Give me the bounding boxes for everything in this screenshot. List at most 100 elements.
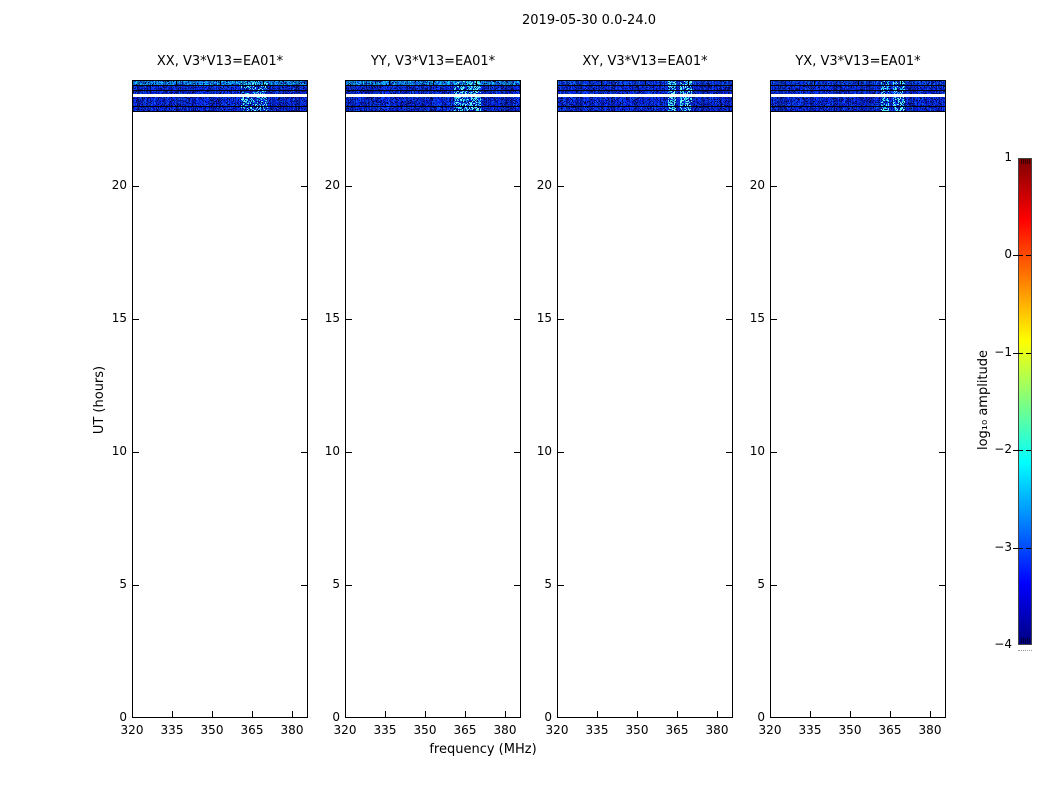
x-tick-mark-bottom <box>292 711 293 717</box>
colorbar-tick-label: −2 <box>994 442 1012 456</box>
y-tick-label: 15 <box>111 311 127 325</box>
x-tick-label: 365 <box>240 723 264 737</box>
spectrogram-data-xy <box>558 81 732 112</box>
x-tick-label: 380 <box>493 723 517 737</box>
x-tick-mark-bottom <box>850 711 851 717</box>
colorbar <box>1018 158 1032 645</box>
y-tick-mark-right <box>514 186 520 187</box>
y-tick-mark-right <box>939 585 945 586</box>
y-tick-mark-left <box>558 452 564 453</box>
x-tick-mark-bottom <box>425 711 426 717</box>
y-tick-label: 10 <box>324 444 340 458</box>
panel-title-yy: YY, V3*V13=EA01* <box>370 54 496 69</box>
colorbar-tick-label: 1 <box>1004 150 1012 164</box>
colorbar-hatch-mark <box>1029 638 1030 643</box>
spectrogram-data-xx <box>133 81 307 112</box>
x-tick-label: 350 <box>200 723 224 737</box>
panel-axes-yx <box>770 80 946 718</box>
x-tick-mark-bottom <box>172 711 173 717</box>
colorbar-hatch-mark <box>1027 159 1028 164</box>
x-tick-label: 335 <box>160 723 184 737</box>
y-tick-label: 20 <box>749 178 765 192</box>
spectrogram-data-yy <box>346 81 520 112</box>
figure-title: 2019-05-30 0.0-24.0 <box>522 13 656 28</box>
colorbar-tick-label: 0 <box>1004 247 1012 261</box>
y-tick-label: 20 <box>536 178 552 192</box>
panel-axes-xy <box>557 80 733 718</box>
x-tick-mark-bottom <box>717 711 718 717</box>
y-tick-label: 0 <box>757 710 765 724</box>
x-tick-label: 335 <box>585 723 609 737</box>
y-tick-label: 15 <box>324 311 340 325</box>
y-tick-mark-left <box>346 186 352 187</box>
x-tick-label: 320 <box>333 723 357 737</box>
y-tick-mark-right <box>726 585 732 586</box>
y-tick-label: 20 <box>324 178 340 192</box>
colorbar-tick-mark-left <box>1013 353 1023 354</box>
y-tick-mark-right <box>514 585 520 586</box>
x-tick-label: 380 <box>918 723 942 737</box>
x-tick-label: 320 <box>120 723 144 737</box>
x-axis-label: frequency (MHz) <box>429 742 537 757</box>
colorbar-tick-mark-right <box>1026 548 1031 549</box>
y-tick-mark-right <box>726 186 732 187</box>
y-tick-mark-right <box>514 452 520 453</box>
y-tick-label: 5 <box>757 577 765 591</box>
x-tick-mark-bottom <box>930 711 931 717</box>
colorbar-hatch-mark <box>1021 159 1022 164</box>
x-tick-mark-bottom <box>890 711 891 717</box>
y-tick-mark-left <box>133 186 139 187</box>
y-tick-mark-right <box>939 319 945 320</box>
colorbar-hatch-mark <box>1023 159 1024 164</box>
x-tick-label: 335 <box>373 723 397 737</box>
y-tick-mark-left <box>133 452 139 453</box>
x-tick-label: 380 <box>280 723 304 737</box>
colorbar-tick-mark-left <box>1013 548 1023 549</box>
colorbar-tick-mark-right <box>1026 255 1031 256</box>
x-tick-mark-bottom <box>385 711 386 717</box>
y-tick-label: 10 <box>749 444 765 458</box>
y-tick-mark-left <box>771 186 777 187</box>
colorbar-tick-label: −3 <box>994 540 1012 554</box>
x-tick-mark-bottom <box>637 711 638 717</box>
colorbar-tick-mark-left <box>1013 450 1023 451</box>
y-tick-label: 10 <box>111 444 127 458</box>
colorbar-hatch-mark <box>1027 638 1028 643</box>
panel-title-yx: YX, V3*V13=EA01* <box>795 54 921 69</box>
panel-title-xy: XY, V3*V13=EA01* <box>582 54 708 69</box>
y-tick-mark-left <box>558 585 564 586</box>
y-tick-label: 5 <box>544 577 552 591</box>
colorbar-hatch-mark <box>1025 638 1026 643</box>
x-tick-label: 380 <box>705 723 729 737</box>
x-tick-mark-bottom <box>252 711 253 717</box>
colorbar-hatch-mark <box>1021 638 1022 643</box>
y-tick-mark-left <box>558 186 564 187</box>
y-axis-label: UT (hours) <box>92 365 107 435</box>
y-tick-label: 0 <box>544 710 552 724</box>
x-tick-mark-bottom <box>505 711 506 717</box>
x-tick-label: 335 <box>798 723 822 737</box>
y-tick-label: 5 <box>119 577 127 591</box>
panel-title-xx: XX, V3*V13=EA01* <box>156 54 284 69</box>
y-tick-mark-right <box>514 319 520 320</box>
y-tick-mark-right <box>301 452 307 453</box>
y-tick-mark-left <box>771 585 777 586</box>
y-tick-mark-left <box>133 319 139 320</box>
x-tick-mark-bottom <box>465 711 466 717</box>
y-tick-mark-right <box>301 319 307 320</box>
colorbar-bottom-dots <box>1018 650 1032 653</box>
y-tick-label: 15 <box>749 311 765 325</box>
y-tick-label: 0 <box>332 710 340 724</box>
y-tick-label: 0 <box>119 710 127 724</box>
y-tick-label: 20 <box>111 178 127 192</box>
x-tick-label: 365 <box>665 723 689 737</box>
y-tick-mark-right <box>726 452 732 453</box>
y-tick-label: 5 <box>332 577 340 591</box>
x-tick-mark-bottom <box>597 711 598 717</box>
x-tick-mark-bottom <box>677 711 678 717</box>
y-tick-mark-right <box>301 585 307 586</box>
y-tick-mark-right <box>939 452 945 453</box>
y-tick-label: 10 <box>536 444 552 458</box>
y-tick-mark-left <box>346 319 352 320</box>
spectrogram-data-yx <box>771 81 945 112</box>
